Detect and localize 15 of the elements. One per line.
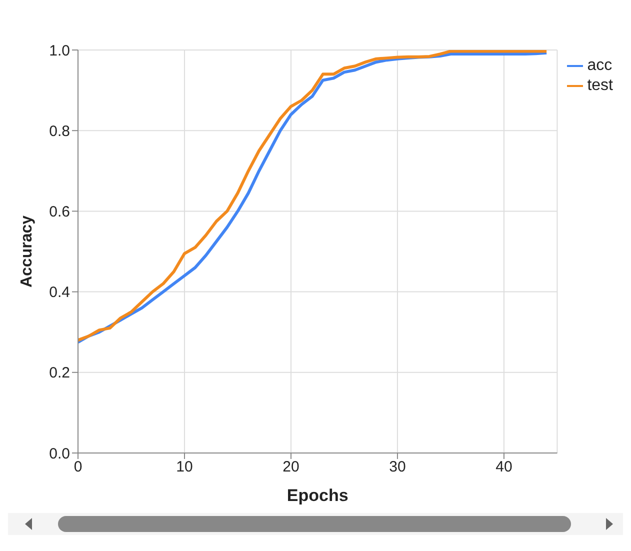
y-tick-label: 0.0 <box>49 445 70 462</box>
y-tick-label: 0.4 <box>49 284 70 302</box>
x-tick-label: 30 <box>389 458 406 476</box>
x-tick-label: 20 <box>282 458 300 476</box>
y-tick-label: 0.8 <box>49 122 70 140</box>
y-tick-label: 0.2 <box>49 364 70 382</box>
y-tick-label: 1.0 <box>49 42 70 60</box>
x-tick-label: 0 <box>74 458 82 476</box>
x-axis-title: Epochs <box>286 486 348 505</box>
y-axis-title: Accuracy <box>18 215 36 288</box>
x-tick-label: 40 <box>496 458 512 476</box>
legend-label: acc <box>587 57 612 74</box>
y-tick-label: 0.6 <box>49 204 70 221</box>
x-tick-label: 10 <box>176 458 193 476</box>
legend-label: test <box>587 77 613 94</box>
